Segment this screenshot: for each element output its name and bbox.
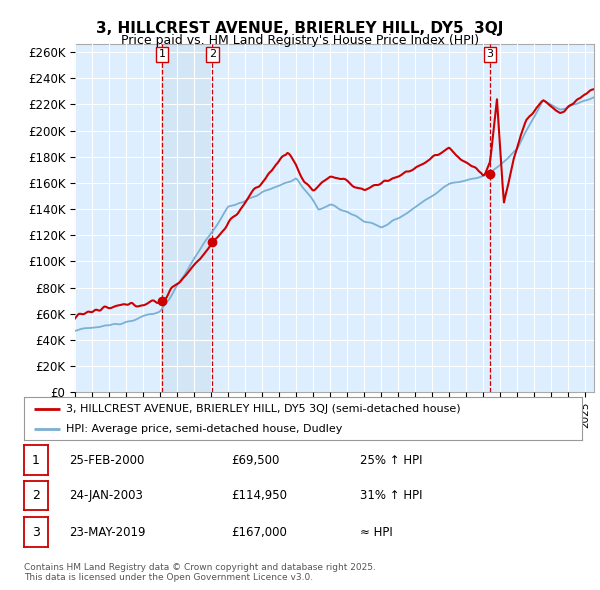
Text: 1: 1 xyxy=(32,454,40,467)
Text: 3, HILLCREST AVENUE, BRIERLEY HILL, DY5 3QJ (semi-detached house): 3, HILLCREST AVENUE, BRIERLEY HILL, DY5 … xyxy=(66,404,460,414)
Text: 25% ↑ HPI: 25% ↑ HPI xyxy=(360,454,422,467)
Text: Price paid vs. HM Land Registry's House Price Index (HPI): Price paid vs. HM Land Registry's House … xyxy=(121,34,479,47)
Text: 3, HILLCREST AVENUE, BRIERLEY HILL, DY5  3QJ: 3, HILLCREST AVENUE, BRIERLEY HILL, DY5 … xyxy=(97,21,503,35)
Text: Contains HM Land Registry data © Crown copyright and database right 2025.
This d: Contains HM Land Registry data © Crown c… xyxy=(24,563,376,582)
Text: 23-MAY-2019: 23-MAY-2019 xyxy=(69,526,146,539)
Text: 3: 3 xyxy=(487,50,494,60)
Text: 31% ↑ HPI: 31% ↑ HPI xyxy=(360,489,422,502)
Text: 3: 3 xyxy=(32,526,40,539)
Text: 2: 2 xyxy=(32,489,40,502)
Text: £69,500: £69,500 xyxy=(231,454,280,467)
Text: 25-FEB-2000: 25-FEB-2000 xyxy=(69,454,145,467)
Text: £167,000: £167,000 xyxy=(231,526,287,539)
Text: 1: 1 xyxy=(158,50,166,60)
Text: HPI: Average price, semi-detached house, Dudley: HPI: Average price, semi-detached house,… xyxy=(66,424,342,434)
Text: ≈ HPI: ≈ HPI xyxy=(360,526,393,539)
Text: £114,950: £114,950 xyxy=(231,489,287,502)
Text: 24-JAN-2003: 24-JAN-2003 xyxy=(69,489,143,502)
Text: 2: 2 xyxy=(209,50,216,60)
Bar xyxy=(162,44,212,392)
